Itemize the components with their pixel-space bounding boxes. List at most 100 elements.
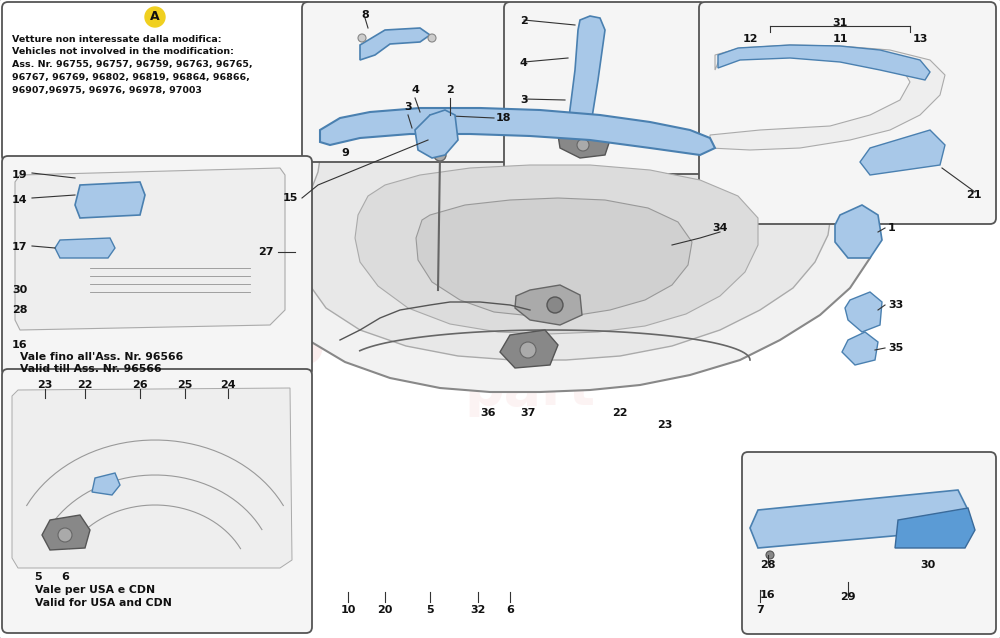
Polygon shape — [298, 116, 832, 360]
FancyBboxPatch shape — [2, 2, 312, 162]
Text: 28: 28 — [12, 305, 28, 315]
Text: 33: 33 — [888, 300, 903, 310]
Text: 37: 37 — [520, 408, 536, 418]
Polygon shape — [12, 388, 292, 568]
Text: Valid till Ass. Nr. 96566: Valid till Ass. Nr. 96566 — [20, 364, 162, 374]
Circle shape — [434, 149, 446, 161]
Polygon shape — [710, 45, 945, 150]
Text: 8: 8 — [361, 10, 369, 20]
FancyBboxPatch shape — [0, 0, 1000, 638]
Polygon shape — [355, 165, 758, 334]
Text: Vehicles not involved in the modification:: Vehicles not involved in the modificatio… — [12, 47, 234, 56]
Text: 5: 5 — [426, 605, 434, 615]
Polygon shape — [15, 168, 285, 330]
Text: 6: 6 — [61, 572, 69, 582]
Text: 26: 26 — [132, 380, 148, 390]
Circle shape — [145, 7, 165, 27]
Polygon shape — [500, 330, 558, 368]
FancyBboxPatch shape — [302, 2, 512, 162]
Text: 10: 10 — [340, 605, 356, 615]
Text: 20: 20 — [377, 605, 393, 615]
Text: 5: 5 — [34, 572, 42, 582]
Polygon shape — [416, 198, 692, 316]
Text: 9: 9 — [341, 148, 349, 158]
Text: Vetture non interessate dalla modifica:: Vetture non interessate dalla modifica: — [12, 35, 222, 44]
Text: 36: 36 — [480, 408, 496, 418]
Text: 12: 12 — [742, 34, 758, 44]
Text: 23: 23 — [37, 380, 53, 390]
Text: 1: 1 — [888, 223, 896, 233]
Polygon shape — [842, 332, 878, 365]
Polygon shape — [860, 130, 945, 175]
Text: part: part — [464, 363, 596, 417]
Text: Vale fino all'Ass. Nr. 96566: Vale fino all'Ass. Nr. 96566 — [20, 352, 183, 362]
Polygon shape — [750, 490, 968, 548]
Text: 25: 25 — [177, 380, 193, 390]
Text: Valid for USA and CDN: Valid for USA and CDN — [35, 598, 172, 608]
Polygon shape — [42, 515, 90, 550]
Polygon shape — [92, 473, 120, 495]
Circle shape — [428, 34, 436, 42]
Polygon shape — [835, 205, 882, 258]
Text: 11: 11 — [832, 34, 848, 44]
Circle shape — [358, 34, 366, 42]
Text: 24: 24 — [220, 380, 236, 390]
Text: 34: 34 — [712, 223, 728, 233]
Text: 35: 35 — [888, 343, 903, 353]
Text: 4: 4 — [411, 85, 419, 95]
Text: 2: 2 — [520, 16, 528, 26]
Text: 19: 19 — [12, 170, 28, 180]
Polygon shape — [320, 108, 715, 155]
Polygon shape — [515, 285, 582, 325]
Polygon shape — [415, 110, 458, 158]
Circle shape — [58, 528, 72, 542]
Circle shape — [766, 551, 774, 559]
Circle shape — [377, 115, 387, 125]
Circle shape — [520, 342, 536, 358]
Text: 32: 32 — [470, 605, 486, 615]
Polygon shape — [55, 238, 115, 258]
Polygon shape — [558, 128, 610, 158]
Text: 2: 2 — [446, 85, 454, 95]
Text: 23: 23 — [657, 420, 673, 430]
FancyBboxPatch shape — [699, 2, 996, 224]
Circle shape — [577, 139, 589, 151]
Text: 31: 31 — [832, 18, 848, 28]
Text: 13: 13 — [912, 34, 928, 44]
Text: 30: 30 — [920, 560, 935, 570]
Text: 3: 3 — [404, 102, 412, 112]
Text: 30: 30 — [12, 285, 27, 295]
FancyBboxPatch shape — [742, 452, 996, 634]
Text: 28: 28 — [760, 560, 776, 570]
Text: 22: 22 — [612, 408, 628, 418]
FancyBboxPatch shape — [2, 369, 312, 633]
FancyBboxPatch shape — [504, 2, 706, 174]
Polygon shape — [718, 45, 930, 80]
Polygon shape — [360, 28, 430, 60]
Text: 16: 16 — [12, 340, 28, 350]
Polygon shape — [845, 292, 882, 332]
Polygon shape — [568, 16, 605, 145]
Text: 27: 27 — [258, 247, 274, 257]
Text: 16: 16 — [760, 590, 776, 600]
Text: A: A — [150, 10, 160, 24]
Text: 7: 7 — [756, 605, 764, 615]
Text: Ass. Nr. 96755, 96757, 96759, 96763, 96765,
96767, 96769, 96802, 96819, 96864, 9: Ass. Nr. 96755, 96757, 96759, 96763, 967… — [12, 60, 253, 94]
Text: 21: 21 — [966, 190, 982, 200]
Text: 4: 4 — [520, 58, 528, 68]
Text: 29: 29 — [840, 592, 856, 602]
Text: 18: 18 — [496, 113, 512, 123]
Text: Vale per USA e CDN: Vale per USA e CDN — [35, 585, 155, 595]
Text: 17: 17 — [12, 242, 28, 252]
Polygon shape — [278, 102, 878, 392]
Text: gudpen: gudpen — [276, 295, 584, 365]
Text: 6: 6 — [506, 605, 514, 615]
Text: 15: 15 — [283, 193, 298, 203]
Polygon shape — [895, 508, 975, 548]
FancyBboxPatch shape — [2, 156, 312, 376]
Polygon shape — [75, 182, 145, 218]
Circle shape — [547, 297, 563, 313]
Text: 22: 22 — [77, 380, 93, 390]
Text: 3: 3 — [520, 95, 528, 105]
Text: 14: 14 — [12, 195, 28, 205]
